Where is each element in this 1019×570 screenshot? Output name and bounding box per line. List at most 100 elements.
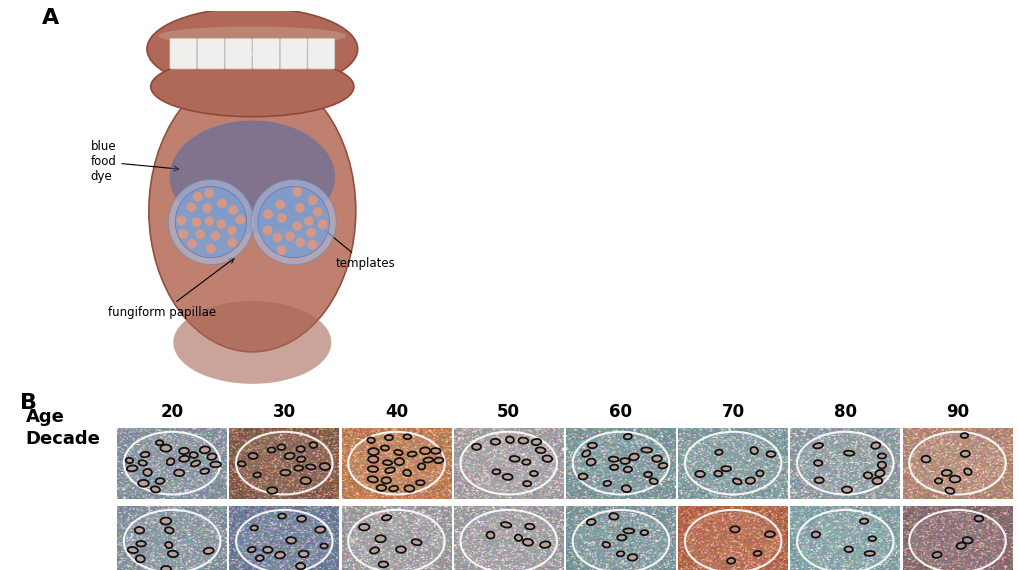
Ellipse shape [745,478,754,484]
Circle shape [307,240,317,250]
Ellipse shape [750,447,757,454]
Text: Age: Age [25,408,64,426]
Circle shape [193,192,203,202]
Circle shape [796,510,893,570]
Ellipse shape [430,448,440,454]
Ellipse shape [949,476,960,483]
Ellipse shape [586,459,595,466]
Ellipse shape [278,514,285,519]
Ellipse shape [395,546,406,553]
Ellipse shape [165,542,172,548]
Ellipse shape [542,455,551,462]
Ellipse shape [200,469,209,474]
Ellipse shape [490,439,499,445]
Circle shape [186,202,196,212]
Ellipse shape [320,544,327,548]
Ellipse shape [141,452,150,457]
Text: 20: 20 [160,402,183,421]
Ellipse shape [207,454,216,460]
Ellipse shape [160,518,171,524]
Ellipse shape [811,532,819,538]
Ellipse shape [658,463,666,469]
Ellipse shape [582,450,590,457]
Ellipse shape [376,484,386,491]
Ellipse shape [502,474,513,480]
Ellipse shape [505,437,514,443]
Circle shape [684,510,781,570]
Ellipse shape [931,552,941,558]
Ellipse shape [714,450,722,455]
Ellipse shape [378,561,388,567]
Ellipse shape [367,438,375,443]
Ellipse shape [695,471,704,477]
Ellipse shape [403,470,411,476]
Ellipse shape [161,566,171,570]
Ellipse shape [586,519,595,525]
Ellipse shape [578,474,587,479]
Circle shape [235,432,332,494]
Ellipse shape [863,472,871,479]
Ellipse shape [841,487,851,493]
Ellipse shape [641,447,651,453]
Ellipse shape [382,460,391,465]
FancyBboxPatch shape [225,39,252,69]
Ellipse shape [138,480,149,487]
Ellipse shape [960,433,967,438]
Circle shape [796,432,893,494]
Ellipse shape [277,445,285,450]
Circle shape [251,180,336,264]
Ellipse shape [284,453,294,459]
Ellipse shape [733,479,741,484]
Circle shape [123,432,220,494]
Ellipse shape [384,435,392,440]
Circle shape [263,209,273,219]
Circle shape [284,231,294,241]
Ellipse shape [256,555,264,561]
Circle shape [235,215,246,225]
Ellipse shape [870,442,879,449]
Circle shape [204,188,214,198]
Ellipse shape [418,463,425,470]
Ellipse shape [608,457,618,462]
Circle shape [178,229,189,239]
Ellipse shape [874,470,883,477]
Circle shape [228,205,237,215]
Ellipse shape [135,527,144,534]
Ellipse shape [523,481,531,486]
Ellipse shape [730,526,739,532]
Ellipse shape [389,486,397,491]
Ellipse shape [814,477,823,483]
Ellipse shape [523,539,533,545]
Circle shape [263,226,272,235]
Ellipse shape [368,477,378,482]
Text: 80: 80 [833,402,856,421]
Ellipse shape [158,26,346,45]
Ellipse shape [713,471,721,477]
Circle shape [684,432,781,494]
Ellipse shape [539,542,550,548]
Ellipse shape [956,543,965,549]
FancyBboxPatch shape [253,39,279,69]
Ellipse shape [381,515,390,520]
Ellipse shape [126,466,138,471]
Ellipse shape [319,463,330,470]
Ellipse shape [525,524,534,530]
Ellipse shape [602,542,609,548]
Ellipse shape [622,485,631,492]
Ellipse shape [753,551,761,556]
Ellipse shape [973,516,982,522]
Ellipse shape [191,461,200,466]
Ellipse shape [843,451,854,455]
Ellipse shape [368,456,378,463]
Ellipse shape [249,453,258,459]
Ellipse shape [616,535,626,540]
Ellipse shape [404,485,414,492]
Circle shape [186,239,197,249]
Circle shape [272,233,282,242]
Text: blue
food
dye: blue food dye [91,140,178,184]
Ellipse shape [263,547,272,553]
Text: A: A [42,7,59,27]
Ellipse shape [727,558,735,564]
Ellipse shape [143,469,152,476]
Ellipse shape [139,460,147,466]
